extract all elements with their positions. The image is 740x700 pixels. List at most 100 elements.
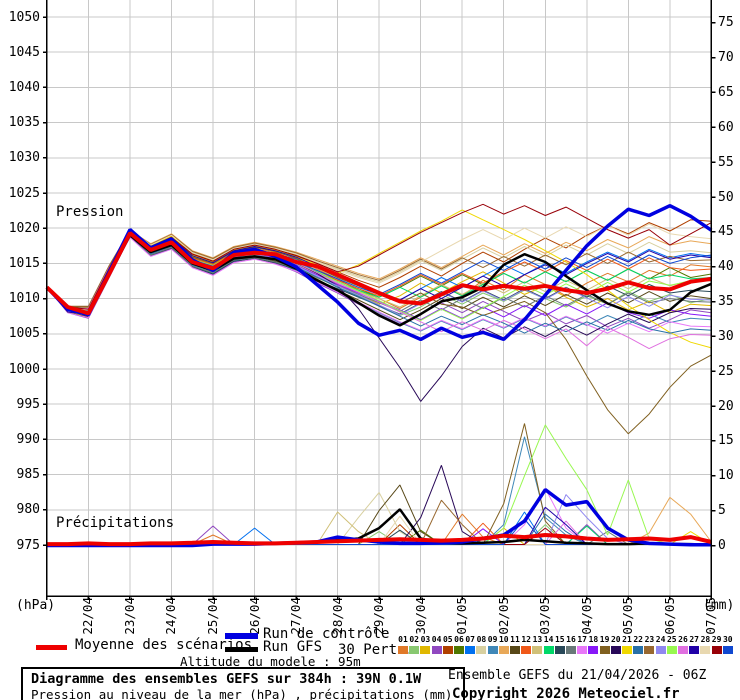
date-tick-23-04: 23/04 [122,597,137,635]
pressure-tick-990: 990 [16,432,40,447]
member-02-number: 02 [409,635,419,644]
member-07-number: 07 [465,635,475,644]
member-29-swatch [711,646,722,654]
member-03-number: 03 [420,635,431,644]
member-18-swatch [588,646,599,654]
model-altitude-label: Altitude du modele : 95m [180,654,361,669]
member-17-number: 17 [577,635,587,644]
member-10-pressure-line [46,229,712,313]
gfs-line-label: Run GFS [263,639,323,655]
member-04-number: 04 [431,635,442,644]
member-09-number: 09 [487,635,498,644]
member-13-swatch [532,646,543,654]
date-tick-22-04: 22/04 [80,597,95,635]
precip-tick-20: 20 [718,399,734,414]
pressure-tick-1015: 1015 [8,256,40,271]
pressure-tick-1025: 1025 [8,186,40,201]
pressure-tick-1030: 1030 [8,150,40,165]
member-16-pressure-line [46,234,712,312]
pressure-tick-1040: 1040 [8,80,40,95]
member-27-swatch [689,646,700,654]
gfs-line-swatch [225,647,258,652]
pressure-tick-1020: 1020 [8,221,40,236]
date-tick-25-04: 25/04 [205,597,220,635]
member-19-number: 19 [599,635,610,644]
precip-tick-40: 40 [718,259,734,274]
right-axis-unit: (mm) [703,598,735,613]
member-05-swatch [442,646,453,654]
precip-tick-45: 45 [718,224,734,239]
mean-line-label: Moyenne des scénarios [75,637,253,653]
member-24-number: 24 [655,635,666,644]
member-22-swatch [633,646,644,654]
member-12-swatch [521,646,532,654]
member-07-swatch [465,646,476,654]
member-20-number: 20 [610,635,621,644]
pressure-section-label: Pression [56,204,124,220]
date-tick-07-05: 07/05 [703,597,718,635]
control-precip-line [46,488,712,548]
precip-tick-15: 15 [718,433,734,448]
precip-tick-10: 10 [718,468,734,483]
member-26-swatch [678,646,688,654]
pressure-tick-1035: 1035 [8,115,40,130]
member-14-swatch [543,646,554,654]
date-tick-06-05: 06/05 [662,597,677,635]
member-28-number: 28 [700,635,711,644]
member-11-swatch [510,646,520,654]
member-12-number: 12 [521,635,531,644]
member-30-swatch [722,646,733,654]
left-axis-unit: (hPa) [16,598,56,613]
control-pressure-line [45,204,713,342]
member-10-number: 10 [498,635,509,644]
member-10-swatch [498,646,509,654]
precip-tick-55: 55 [718,155,734,170]
member-17-pressure-line [46,237,712,334]
precip-tick-60: 60 [718,120,734,135]
pressure-tick-1045: 1045 [8,45,40,60]
date-tick-05-05: 05/05 [620,597,635,635]
precip-tick-25: 25 [718,364,734,379]
member-09-swatch [487,646,498,654]
member-28-swatch [700,646,711,654]
member-11-number: 11 [510,635,520,644]
precip-tick-0: 0 [718,538,726,553]
diagram-info-box: Diagramme des ensembles GEFS sur 384h : … [21,667,465,700]
member-06-swatch [454,646,464,654]
member-22-number: 22 [633,635,643,644]
member-21-number: 21 [622,635,632,644]
pressure-tick-975: 975 [16,538,40,553]
member-01-swatch [398,646,408,654]
member-20-swatch [610,646,621,654]
precip-tick-65: 65 [718,85,734,100]
precip-tick-75: 75 [718,15,734,30]
member-16-swatch [566,646,576,654]
member-21-swatch [622,646,632,654]
pressure-tick-1010: 1010 [8,291,40,306]
member-15-swatch [554,646,565,654]
pressure-tick-1005: 1005 [8,326,40,341]
member-21-pressure-line [46,209,712,349]
pressure-tick-1000: 1000 [8,362,40,377]
control-line-label: Run de contrôle [263,626,390,642]
member-26-number: 26 [678,635,688,644]
member-15-number: 15 [554,635,565,644]
pressure-tick-1050: 1050 [8,10,40,25]
pressure-tick-985: 985 [16,467,40,482]
perts-count-label: 30 Perts. [338,642,414,658]
member-08-swatch [476,646,487,654]
precipitation-section-label: Précipitations [56,515,175,531]
precip-tick-70: 70 [718,50,734,65]
member-08-number: 08 [476,635,487,644]
member-23-swatch [644,646,655,654]
member-05-number: 05 [442,635,453,644]
pressure-tick-980: 980 [16,502,40,517]
member-30-number: 30 [722,635,733,644]
member-23-number: 23 [644,635,655,644]
member-27-number: 27 [689,635,699,644]
mean-pressure-line [45,231,712,316]
member-13-number: 13 [532,635,543,644]
member-16-number: 16 [566,635,576,644]
precip-tick-5: 5 [718,503,726,518]
